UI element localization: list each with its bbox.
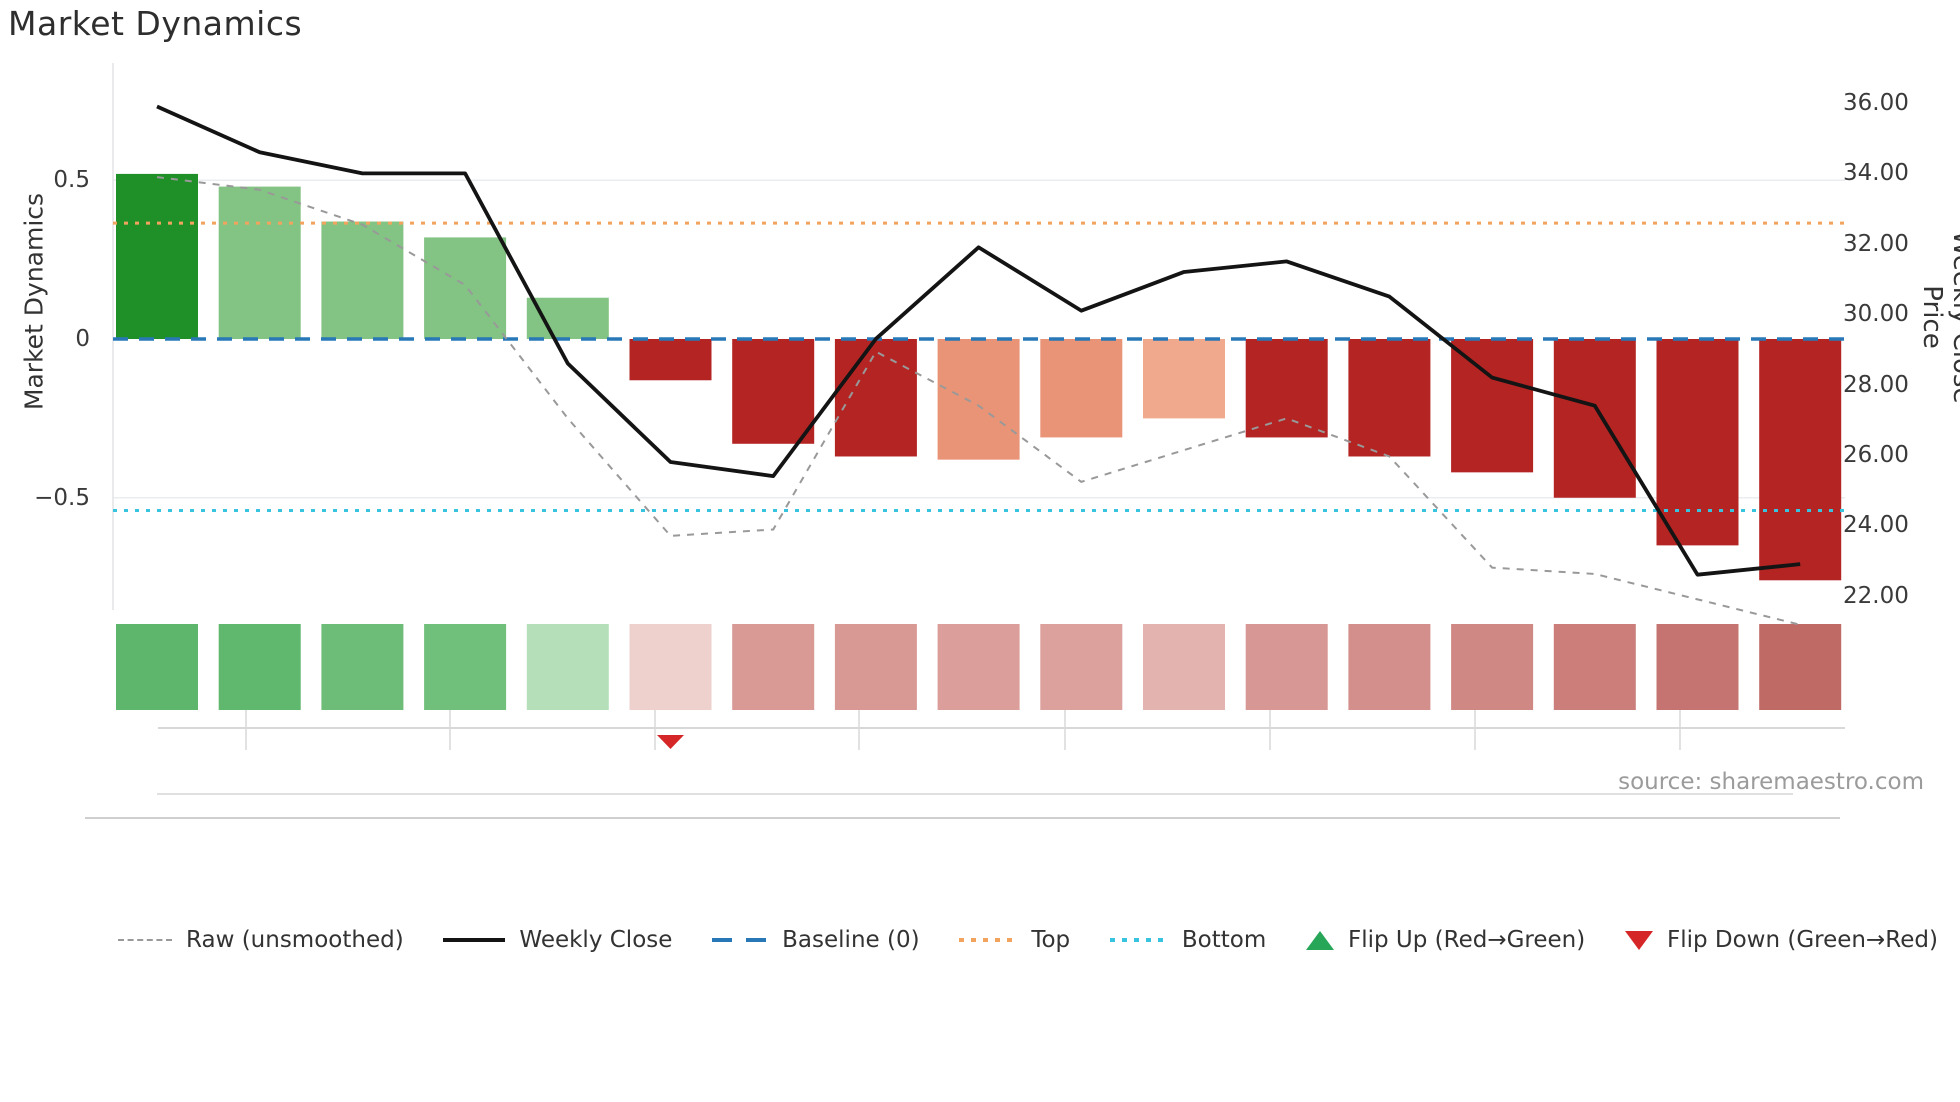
legend-item-weekly-close: Weekly Close <box>443 927 672 953</box>
right-axis-title: Weekly Close Price <box>1917 230 1960 404</box>
right-axis-tick-label: 28.00 <box>1843 371 1909 398</box>
heat-cell <box>629 624 712 710</box>
heat-cell <box>1245 624 1328 710</box>
right-axis-tick-label: 30.00 <box>1843 301 1909 328</box>
raw-line <box>156 176 1801 626</box>
heat-cell <box>526 624 609 710</box>
left-axis-tick-label: 0.5 <box>53 167 90 194</box>
page-title: Market Dynamics <box>8 4 303 43</box>
bar <box>424 237 507 339</box>
legend-item-top: Top <box>959 927 1070 953</box>
dotted-line-sample-icon <box>959 938 1018 942</box>
heat-cell <box>424 624 507 710</box>
heat-cell <box>1759 624 1842 710</box>
flip-down-marker <box>657 735 684 749</box>
raw-line-sample-icon <box>118 939 172 941</box>
source-note: source: sharemaestro.com <box>1618 769 1924 795</box>
bar <box>1143 339 1225 419</box>
weekly-close-line <box>156 104 1801 577</box>
legend-label: Baseline (0) <box>782 927 920 953</box>
legend-item-bottom: Bottom <box>1109 927 1267 953</box>
right-axis-tick-label: 26.00 <box>1843 442 1909 468</box>
left-axis-tick-label: 0 <box>75 326 90 352</box>
left-axis-tick-label: −0.5 <box>34 484 90 511</box>
legend-item-flip-up: Flip Up (Red→Green) <box>1306 927 1585 953</box>
heat-cell <box>1553 624 1636 710</box>
bar <box>321 221 404 339</box>
market-dynamics-chart <box>85 63 1845 819</box>
heat-cell <box>937 624 1020 710</box>
legend-item-flip-down: Flip Down (Green→Red) <box>1624 927 1938 953</box>
legend-label: Raw (unsmoothed) <box>186 927 404 953</box>
legend-item-raw: Raw (unsmoothed) <box>118 927 404 953</box>
bar <box>1040 339 1123 438</box>
legend-label: Flip Up (Red→Green) <box>1348 927 1586 953</box>
bar <box>937 339 1020 460</box>
right-axis-tick-label: 34.00 <box>1843 160 1909 187</box>
legend-label: Flip Down (Green→Red) <box>1666 927 1938 953</box>
triangle-down-icon <box>1624 930 1653 950</box>
bar <box>526 297 609 339</box>
heat-cell <box>1348 624 1431 710</box>
right-axis-tick-label: 32.00 <box>1843 230 1909 257</box>
legend-label: Weekly Close <box>519 927 673 953</box>
bar <box>1245 339 1328 438</box>
heat-cell <box>116 624 198 710</box>
dotted-line-sample-icon <box>1109 938 1168 942</box>
heat-cell <box>1451 624 1534 710</box>
bar <box>1348 339 1431 457</box>
heat-cell <box>834 624 917 710</box>
triangle-up-icon <box>1306 930 1334 950</box>
heat-cell <box>218 624 301 710</box>
heat-cell <box>1656 624 1739 710</box>
bar <box>629 339 712 381</box>
right-axis-tick-label: 36.00 <box>1843 90 1909 116</box>
legend-label: Top <box>1031 927 1071 953</box>
bar <box>1553 339 1636 498</box>
bar <box>218 186 301 339</box>
bar <box>1759 339 1842 581</box>
heat-cell <box>1040 624 1123 710</box>
heat-cell <box>321 624 404 710</box>
bar <box>116 173 198 339</box>
right-axis-tick-label: 22.00 <box>1843 582 1909 609</box>
bar <box>834 339 917 457</box>
solid-line-sample-icon <box>443 938 506 942</box>
dashed-line-sample-icon <box>712 938 769 942</box>
legend-label: Bottom <box>1181 927 1267 953</box>
bar <box>1656 339 1739 546</box>
right-axis-tick-label: 24.00 <box>1843 512 1909 539</box>
bar <box>732 339 815 444</box>
heat-cell <box>732 624 815 710</box>
bar <box>1451 339 1534 473</box>
heat-cell <box>1143 624 1225 710</box>
legend-item-baseline: Baseline (0) <box>712 927 920 953</box>
legend: Raw (unsmoothed) Weekly Close Baseline (… <box>118 916 1938 964</box>
left-axis-title: Market Dynamics <box>19 192 49 411</box>
